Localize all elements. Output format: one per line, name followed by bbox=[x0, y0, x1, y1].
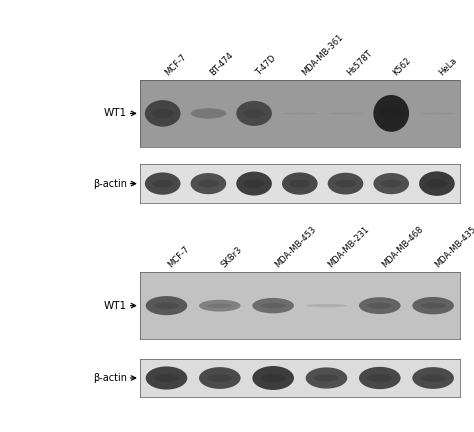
Ellipse shape bbox=[282, 112, 318, 114]
Text: MDA-MB-361: MDA-MB-361 bbox=[300, 32, 345, 77]
Ellipse shape bbox=[328, 173, 364, 194]
Ellipse shape bbox=[145, 172, 181, 195]
Ellipse shape bbox=[419, 112, 455, 114]
Ellipse shape bbox=[412, 367, 454, 389]
Text: WT1: WT1 bbox=[104, 108, 127, 118]
Ellipse shape bbox=[412, 297, 454, 314]
Text: MDA-MB-453: MDA-MB-453 bbox=[273, 225, 318, 270]
Text: MDA-MB-231: MDA-MB-231 bbox=[327, 225, 371, 270]
Text: MDA-MB-435: MDA-MB-435 bbox=[433, 225, 474, 270]
Ellipse shape bbox=[252, 298, 294, 313]
Ellipse shape bbox=[154, 302, 179, 309]
Ellipse shape bbox=[420, 374, 446, 382]
Text: BT-474: BT-474 bbox=[209, 51, 235, 77]
Ellipse shape bbox=[207, 374, 232, 382]
Text: MDA-MB-468: MDA-MB-468 bbox=[380, 225, 425, 270]
Text: Hs578T: Hs578T bbox=[346, 48, 374, 77]
Ellipse shape bbox=[236, 172, 272, 196]
Ellipse shape bbox=[426, 179, 447, 188]
Ellipse shape bbox=[261, 303, 286, 308]
Ellipse shape bbox=[420, 302, 446, 309]
Text: T-47D: T-47D bbox=[254, 54, 278, 77]
Ellipse shape bbox=[191, 108, 226, 118]
Ellipse shape bbox=[381, 107, 402, 120]
Ellipse shape bbox=[191, 173, 226, 194]
Ellipse shape bbox=[152, 180, 173, 187]
Text: K562: K562 bbox=[391, 56, 413, 77]
Ellipse shape bbox=[282, 172, 318, 195]
Ellipse shape bbox=[146, 366, 187, 390]
Ellipse shape bbox=[252, 366, 294, 390]
Text: HeLa: HeLa bbox=[437, 56, 458, 77]
Ellipse shape bbox=[199, 300, 241, 311]
Ellipse shape bbox=[381, 180, 402, 187]
Ellipse shape bbox=[146, 296, 187, 315]
Ellipse shape bbox=[236, 101, 272, 126]
Ellipse shape bbox=[328, 112, 364, 114]
Text: MCF-7: MCF-7 bbox=[166, 245, 191, 270]
Ellipse shape bbox=[367, 374, 392, 382]
Ellipse shape bbox=[314, 374, 339, 382]
Ellipse shape bbox=[374, 95, 409, 132]
Ellipse shape bbox=[207, 304, 232, 308]
Ellipse shape bbox=[359, 297, 401, 314]
Ellipse shape bbox=[419, 172, 455, 196]
Text: SKBr3: SKBr3 bbox=[220, 245, 244, 270]
Text: β-actin: β-actin bbox=[93, 373, 127, 383]
Ellipse shape bbox=[154, 374, 179, 382]
Ellipse shape bbox=[261, 374, 286, 382]
Ellipse shape bbox=[244, 179, 265, 188]
Ellipse shape bbox=[306, 367, 347, 389]
Text: MCF-7: MCF-7 bbox=[163, 52, 188, 77]
Ellipse shape bbox=[199, 367, 241, 389]
Ellipse shape bbox=[367, 303, 392, 308]
Ellipse shape bbox=[145, 100, 181, 127]
Ellipse shape bbox=[335, 180, 356, 187]
Ellipse shape bbox=[306, 304, 347, 307]
Ellipse shape bbox=[244, 109, 265, 118]
Ellipse shape bbox=[359, 367, 401, 389]
Ellipse shape bbox=[198, 180, 219, 187]
Text: β-actin: β-actin bbox=[93, 178, 127, 189]
Ellipse shape bbox=[374, 173, 409, 194]
Text: WT1: WT1 bbox=[104, 301, 127, 311]
Ellipse shape bbox=[289, 180, 310, 187]
Ellipse shape bbox=[152, 109, 173, 118]
